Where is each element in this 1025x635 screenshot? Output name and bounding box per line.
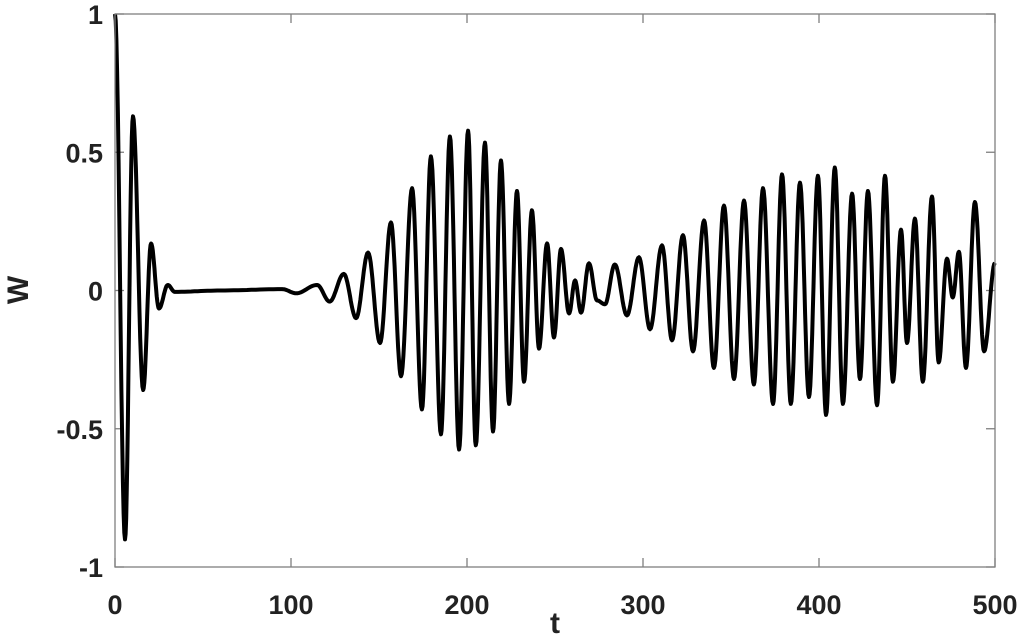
x-tick-label: 400 <box>796 590 841 620</box>
y-tick-label: -0.5 <box>56 415 103 445</box>
y-tick-label: 0 <box>88 277 103 307</box>
y-axis-label: W <box>2 275 35 304</box>
series-line <box>113 13 997 542</box>
x-tick-label: 0 <box>107 590 122 620</box>
y-tick-label: 1 <box>88 0 103 30</box>
y-tick-label: 0.5 <box>65 138 103 168</box>
y-tick-label: -1 <box>79 553 103 583</box>
axes-frame <box>114 13 996 568</box>
x-tick-label: 200 <box>444 590 489 620</box>
x-tick-label: 100 <box>268 590 313 620</box>
x-tick-label: 300 <box>620 590 665 620</box>
y-tick-labels: 1 0.5 0 -0.5 -1 <box>56 0 103 583</box>
x-axis-label: t <box>550 607 560 635</box>
x-tick-label: 500 <box>972 590 1017 620</box>
x-tick-labels: 0 100 200 300 400 500 <box>107 590 1017 620</box>
